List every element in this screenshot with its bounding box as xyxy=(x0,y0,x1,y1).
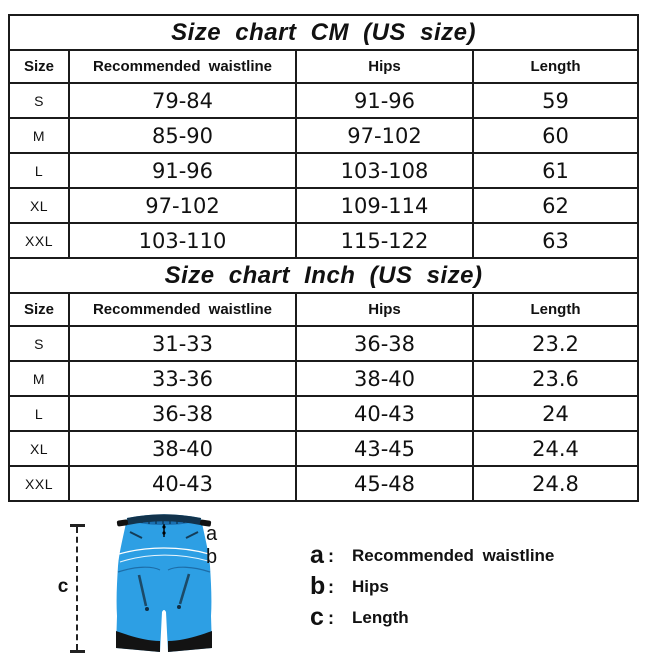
table-row: S 79-84 91-96 59 xyxy=(8,82,640,119)
measurement-value-cell: 23.2 xyxy=(471,325,640,362)
legend-row-a: a: Recommended waistline xyxy=(310,541,554,570)
legend-row-c: c: Length xyxy=(310,603,554,632)
table-row: XXL 40-43 45-48 24.8 xyxy=(8,465,640,502)
table-row: M 33-36 38-40 23.6 xyxy=(8,360,640,397)
measurement-value-cell: 85-90 xyxy=(68,117,297,154)
legend-key-c: c xyxy=(310,603,324,631)
measurement-value-cell: 115-122 xyxy=(295,222,474,259)
shorts-illustration xyxy=(116,514,212,652)
column-header: Recommended waistline xyxy=(68,292,297,327)
size-label-cell: L xyxy=(8,152,70,189)
measurement-value-cell: 103-110 xyxy=(68,222,297,259)
column-header: Hips xyxy=(295,49,474,84)
size-label-cell: M xyxy=(8,117,70,154)
table-row: L 36-38 40-43 24 xyxy=(8,395,640,432)
table-title-inch: Size chart Inch (US size) xyxy=(7,257,640,294)
measurement-value-cell: 62 xyxy=(471,187,640,224)
measurement-value-cell: 91-96 xyxy=(68,152,297,189)
measure-label-c: c xyxy=(57,576,69,597)
size-label-cell: XXL xyxy=(8,465,70,502)
measurement-value-cell: 38-40 xyxy=(295,360,474,397)
measurement-value-cell: 63 xyxy=(471,222,640,259)
measurement-value-cell: 97-102 xyxy=(68,187,297,224)
measurement-value-cell: 24.8 xyxy=(471,465,640,502)
legend-key-b: b xyxy=(310,572,326,600)
measure-line-top-cap xyxy=(70,524,85,527)
measurement-value-cell: 33-36 xyxy=(68,360,297,397)
column-header: Length xyxy=(471,292,640,327)
legend-label-c: Length xyxy=(352,607,409,627)
measurement-value-cell: 109-114 xyxy=(295,187,474,224)
measurement-value-cell: 40-43 xyxy=(295,395,474,432)
measurement-value-cell: 43-45 xyxy=(295,430,474,467)
column-header: Size xyxy=(8,49,70,84)
table-row: XXL 103-110 115-122 63 xyxy=(8,222,640,259)
measurement-value-cell: 79-84 xyxy=(68,82,297,119)
size-label-cell: XL xyxy=(8,430,70,467)
table-row: S 31-33 36-38 23.2 xyxy=(8,325,640,362)
table-title-cm: Size chart CM (US size) xyxy=(7,14,640,51)
size-label-cell: M xyxy=(8,360,70,397)
size-label-cell: XL xyxy=(8,187,70,224)
measurement-value-cell: 103-108 xyxy=(295,152,474,189)
measurement-figure: c xyxy=(0,502,646,672)
measurement-value-cell: 36-38 xyxy=(68,395,297,432)
measurement-value-cell: 24 xyxy=(471,395,640,432)
legend-label-a: Recommended waistline xyxy=(352,545,555,565)
header-row-inch: Size Recommended waistline Hips Length xyxy=(8,292,640,327)
header-row-cm: Size Recommended waistline Hips Length xyxy=(8,49,640,84)
measurement-value-cell: 23.6 xyxy=(471,360,640,397)
legend-row-b: b: Hips xyxy=(310,572,554,601)
measurement-value-cell: 97-102 xyxy=(295,117,474,154)
measurement-value-cell: 38-40 xyxy=(68,430,297,467)
legend-colon: : xyxy=(328,546,334,566)
table-row: L 91-96 103-108 61 xyxy=(8,152,640,189)
legend-label-b: Hips xyxy=(352,576,389,596)
table-row: XL 38-40 43-45 24.4 xyxy=(8,430,640,467)
column-header: Hips xyxy=(295,292,474,327)
column-header: Recommended waistline xyxy=(68,49,297,84)
size-label-cell: L xyxy=(8,395,70,432)
measure-line-bottom-cap xyxy=(70,650,85,653)
pointer-label-b: b xyxy=(206,546,218,568)
length-measure-dashed-line xyxy=(76,527,78,650)
measurement-value-cell: 61 xyxy=(471,152,640,189)
size-chart-table: Size chart CM (US size) Size Recommended w… xyxy=(7,14,640,502)
measurement-value-cell: 40-43 xyxy=(68,465,297,502)
legend: a: Recommended waistline b: Hips c: Leng… xyxy=(310,541,554,634)
table-row: XL 97-102 109-114 62 xyxy=(8,187,640,224)
size-label-cell: S xyxy=(8,325,70,362)
table-row: M 85-90 97-102 60 xyxy=(8,117,640,154)
column-header: Length xyxy=(471,49,640,84)
legend-colon: : xyxy=(328,608,334,628)
measurement-value-cell: 24.4 xyxy=(471,430,640,467)
size-label-cell: XXL xyxy=(8,222,70,259)
measurement-value-cell: 31-33 xyxy=(68,325,297,362)
size-chart-table-body: Size chart CM (US size) Size Recommended w… xyxy=(7,14,640,502)
legend-key-a: a xyxy=(310,541,324,569)
measurement-value-cell: 60 xyxy=(471,117,640,154)
pointer-label-a: a xyxy=(206,523,218,545)
column-header: Size xyxy=(8,292,70,327)
measurement-value-cell: 59 xyxy=(471,82,640,119)
legend-colon: : xyxy=(328,577,334,597)
measurement-value-cell: 45-48 xyxy=(295,465,474,502)
size-label-cell: S xyxy=(8,82,70,119)
measurement-value-cell: 91-96 xyxy=(295,82,474,119)
measurement-value-cell: 36-38 xyxy=(295,325,474,362)
